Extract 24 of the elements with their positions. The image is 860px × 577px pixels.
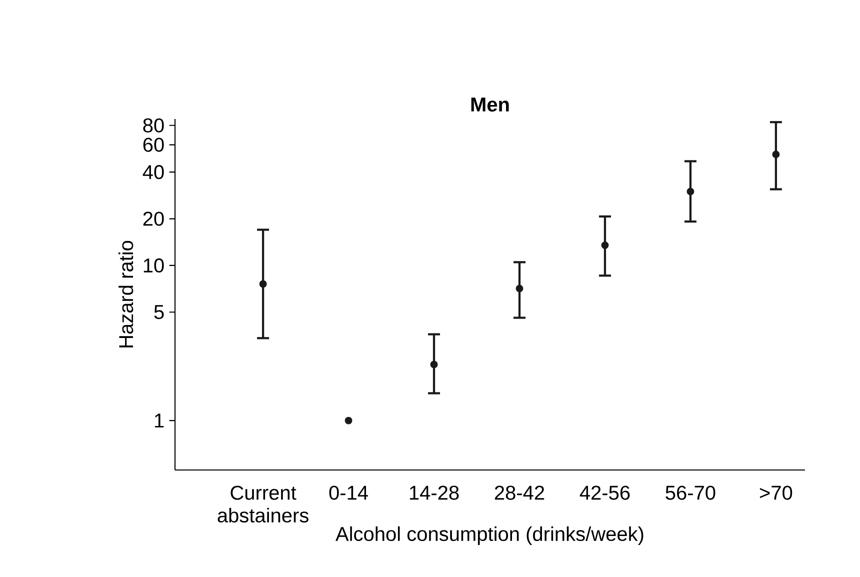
y-tick-label: 40 [142,165,164,180]
point [430,360,438,368]
point [772,150,780,158]
point [344,416,352,424]
x-tick-label: Current abstainers [218,486,308,523]
y-tick-label: 1 [155,414,164,428]
point [601,242,609,249]
x-tick-label: 0-14 [329,486,368,500]
y-tick-label: 80 [143,118,164,132]
point [686,188,694,196]
y-axis-title: Hazard ratio [118,240,134,348]
y-tick-label: 5 [154,305,164,320]
x-tick-label: 28-42 [494,486,544,500]
y-tick-label: 10 [144,258,164,273]
y-tick-label: 20 [143,212,164,226]
chart-title: Men [471,98,509,112]
x-tick-label: >70 [760,486,792,500]
x-axis-title: Alcohol consumption (drinks/week) [336,526,644,545]
x-tick-label: 14-28 [410,486,459,500]
y-tick-label: 60 [143,138,164,152]
point [259,280,267,288]
point [516,284,524,292]
x-tick-label: 56-70 [666,486,716,500]
x-tick-label: 42-56 [580,486,630,500]
